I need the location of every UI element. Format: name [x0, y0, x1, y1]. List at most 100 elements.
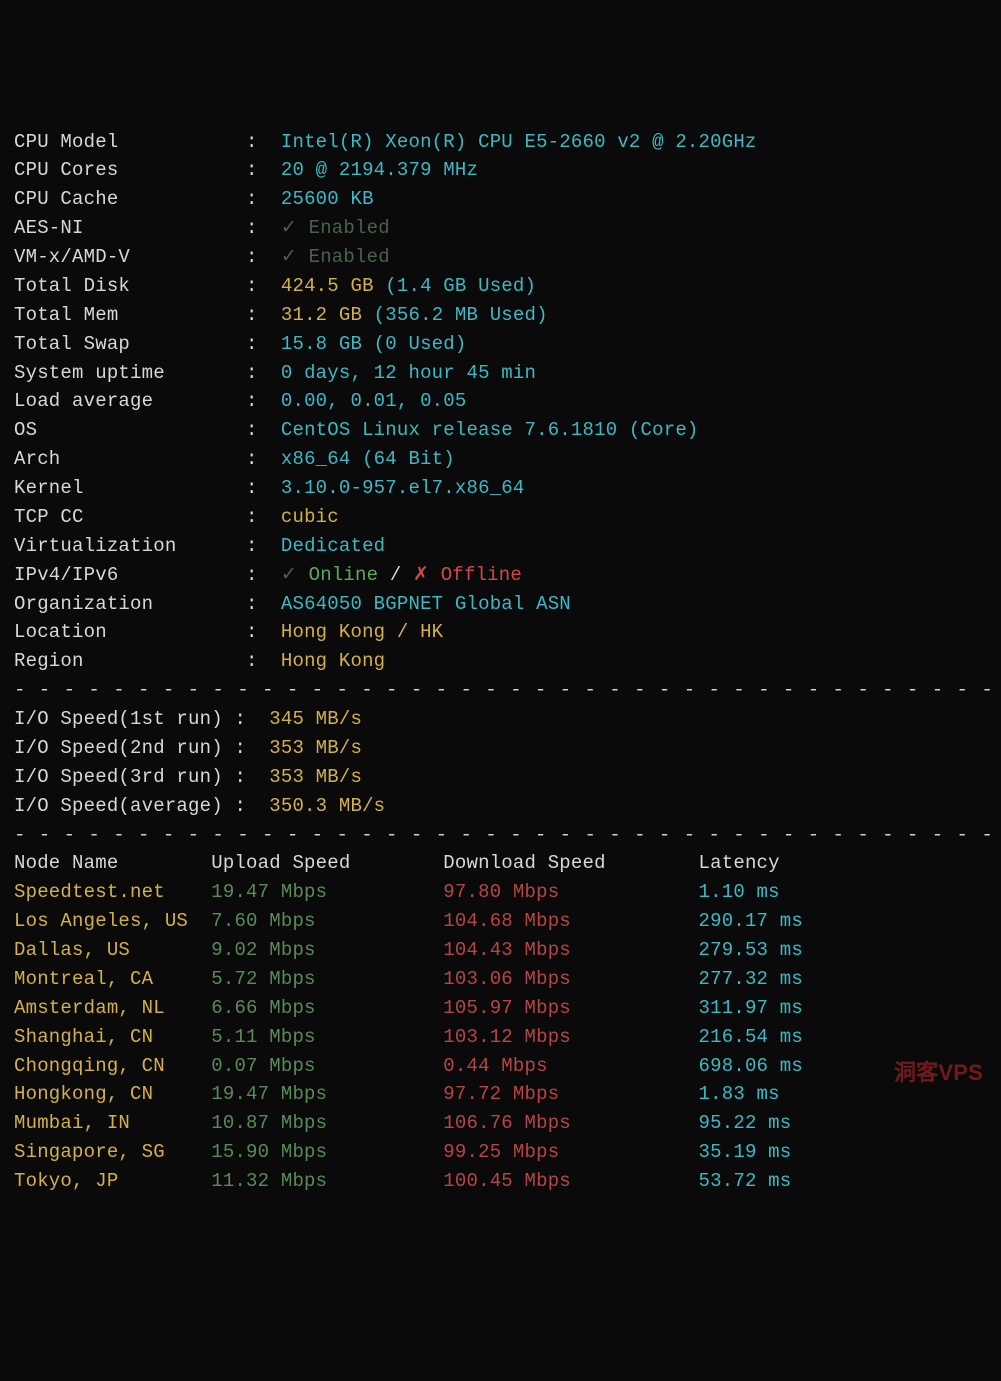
- colon: :: [234, 766, 269, 788]
- colon: :: [246, 217, 281, 239]
- sysinfo-label: Region: [14, 647, 246, 676]
- colon: :: [246, 131, 281, 153]
- colon: :: [234, 708, 269, 730]
- speedtest-upload: 9.02 Mbps: [211, 939, 443, 961]
- colon: :: [246, 650, 281, 672]
- sysinfo-value-segment: x86_64 (64 Bit): [281, 448, 455, 470]
- sysinfo-row: OS : CentOS Linux release 7.6.1810 (Core…: [14, 416, 987, 445]
- speedtest-node: Amsterdam, NL: [14, 997, 211, 1019]
- speedtest-latency: 95.22 ms: [699, 1112, 792, 1134]
- sysinfo-row: Organization : AS64050 BGPNET Global ASN: [14, 590, 987, 619]
- colon: :: [246, 535, 281, 557]
- speedtest-latency: 53.72 ms: [699, 1170, 792, 1192]
- col-header-download: Download Speed: [443, 852, 698, 874]
- colon: :: [246, 564, 281, 586]
- sysinfo-value-segment: Enabled: [309, 217, 390, 239]
- sysinfo-label: AES-NI: [14, 214, 246, 243]
- speedtest-download: 0.44 Mbps: [443, 1055, 698, 1077]
- sysinfo-label: Location: [14, 618, 246, 647]
- speedtest-latency: 1.83 ms: [699, 1083, 780, 1105]
- sysinfo-value-segment: Hong Kong: [281, 650, 385, 672]
- speedtest-latency: 290.17 ms: [699, 910, 803, 932]
- sysinfo-row: Load average : 0.00, 0.01, 0.05: [14, 387, 987, 416]
- sysinfo-value-segment: Online: [309, 564, 379, 586]
- sysinfo-row: TCP CC : cubic: [14, 503, 987, 532]
- speedtest-download: 103.06 Mbps: [443, 968, 698, 990]
- sysinfo-value-segment: Intel(R) Xeon(R) CPU E5-2660 v2 @ 2.20GH…: [281, 131, 757, 153]
- speedtest-upload: 15.90 Mbps: [211, 1141, 443, 1163]
- speedtest-node: Shanghai, CN: [14, 1026, 211, 1048]
- speedtest-row: Singapore, SG 15.90 Mbps 99.25 Mbps 35.1…: [14, 1138, 987, 1167]
- sysinfo-label: Total Mem: [14, 301, 246, 330]
- sysinfo-value-segment: ✓: [281, 564, 309, 586]
- sysinfo-value-segment: /: [378, 564, 413, 586]
- speedtest-download: 104.68 Mbps: [443, 910, 698, 932]
- terminal-output: CPU Model : Intel(R) Xeon(R) CPU E5-2660…: [14, 128, 987, 1196]
- speedtest-row: Speedtest.net 19.47 Mbps 97.80 Mbps 1.10…: [14, 878, 987, 907]
- sysinfo-value-segment: (1.4 GB Used): [374, 275, 536, 297]
- speedtest-download: 103.12 Mbps: [443, 1026, 698, 1048]
- speedtest-row: Montreal, CA 5.72 Mbps 103.06 Mbps 277.3…: [14, 965, 987, 994]
- iospeed-label: I/O Speed(2nd run): [14, 734, 234, 763]
- speedtest-row: Hongkong, CN 19.47 Mbps 97.72 Mbps 1.83 …: [14, 1080, 987, 1109]
- sysinfo-row: Arch : x86_64 (64 Bit): [14, 445, 987, 474]
- sysinfo-label: VM-x/AMD-V: [14, 243, 246, 272]
- col-header-upload: Upload Speed: [211, 852, 443, 874]
- speedtest-row: Los Angeles, US 7.60 Mbps 104.68 Mbps 29…: [14, 907, 987, 936]
- colon: :: [246, 506, 281, 528]
- iospeed-row: I/O Speed(3rd run) : 353 MB/s: [14, 763, 987, 792]
- speedtest-download: 99.25 Mbps: [443, 1141, 698, 1163]
- speedtest-upload: 6.66 Mbps: [211, 997, 443, 1019]
- sysinfo-value-segment: 20 @ 2194.379 MHz: [281, 159, 478, 181]
- sysinfo-row: AES-NI : ✓ Enabled: [14, 214, 987, 243]
- sysinfo-label: CPU Model: [14, 128, 246, 157]
- sysinfo-value-segment: 424.5 GB: [281, 275, 374, 297]
- sysinfo-label: Virtualization: [14, 532, 246, 561]
- speedtest-upload: 19.47 Mbps: [211, 881, 443, 903]
- sysinfo-value-segment: 31.2 GB: [281, 304, 362, 326]
- colon: :: [246, 188, 281, 210]
- sysinfo-value-segment: Hong Kong / HK: [281, 621, 443, 643]
- speedtest-latency: 311.97 ms: [699, 997, 803, 1019]
- speedtest-row: Mumbai, IN 10.87 Mbps 106.76 Mbps 95.22 …: [14, 1109, 987, 1138]
- speedtest-node: Montreal, CA: [14, 968, 211, 990]
- iospeed-row: I/O Speed(1st run) : 345 MB/s: [14, 705, 987, 734]
- sysinfo-row: CPU Model : Intel(R) Xeon(R) CPU E5-2660…: [14, 128, 987, 157]
- divider: - - - - - - - - - - - - - - - - - - - - …: [14, 679, 1001, 701]
- colon: :: [246, 362, 281, 384]
- iospeed-row: I/O Speed(2nd run) : 353 MB/s: [14, 734, 987, 763]
- sysinfo-label: CPU Cache: [14, 185, 246, 214]
- speedtest-upload: 5.72 Mbps: [211, 968, 443, 990]
- sysinfo-value-segment: 3.10.0-957.el7.x86_64: [281, 477, 525, 499]
- speedtest-latency: 35.19 ms: [699, 1141, 792, 1163]
- speedtest-header-row: Node Name Upload Speed Download Speed La…: [14, 849, 987, 878]
- speedtest-upload: 10.87 Mbps: [211, 1112, 443, 1134]
- speedtest-node: Speedtest.net: [14, 881, 211, 903]
- sysinfo-row: Region : Hong Kong: [14, 647, 987, 676]
- colon: :: [246, 275, 281, 297]
- speedtest-download: 97.80 Mbps: [443, 881, 698, 903]
- iospeed-value: 353 MB/s: [269, 737, 362, 759]
- sysinfo-label: Load average: [14, 387, 246, 416]
- speedtest-upload: 5.11 Mbps: [211, 1026, 443, 1048]
- sysinfo-row: Total Swap : 15.8 GB (0 Used): [14, 330, 987, 359]
- sysinfo-row: IPv4/IPv6 : ✓ Online / ✗ Offline: [14, 561, 987, 590]
- speedtest-node: Mumbai, IN: [14, 1112, 211, 1134]
- colon: :: [246, 448, 281, 470]
- speedtest-row: Shanghai, CN 5.11 Mbps 103.12 Mbps 216.5…: [14, 1023, 987, 1052]
- sysinfo-label: Organization: [14, 590, 246, 619]
- speedtest-download: 97.72 Mbps: [443, 1083, 698, 1105]
- sysinfo-row: Virtualization : Dedicated: [14, 532, 987, 561]
- sysinfo-row: Total Mem : 31.2 GB (356.2 MB Used): [14, 301, 987, 330]
- colon: :: [246, 477, 281, 499]
- speedtest-row: Dallas, US 9.02 Mbps 104.43 Mbps 279.53 …: [14, 936, 987, 965]
- section-divider: - - - - - - - - - - - - - - - - - - - - …: [14, 676, 987, 705]
- iospeed-label: I/O Speed(average): [14, 792, 234, 821]
- speedtest-upload: 19.47 Mbps: [211, 1083, 443, 1105]
- sysinfo-label: IPv4/IPv6: [14, 561, 246, 590]
- sysinfo-label: Total Swap: [14, 330, 246, 359]
- colon: :: [234, 737, 269, 759]
- sysinfo-row: Total Disk : 424.5 GB (1.4 GB Used): [14, 272, 987, 301]
- speedtest-download: 104.43 Mbps: [443, 939, 698, 961]
- colon: :: [246, 621, 281, 643]
